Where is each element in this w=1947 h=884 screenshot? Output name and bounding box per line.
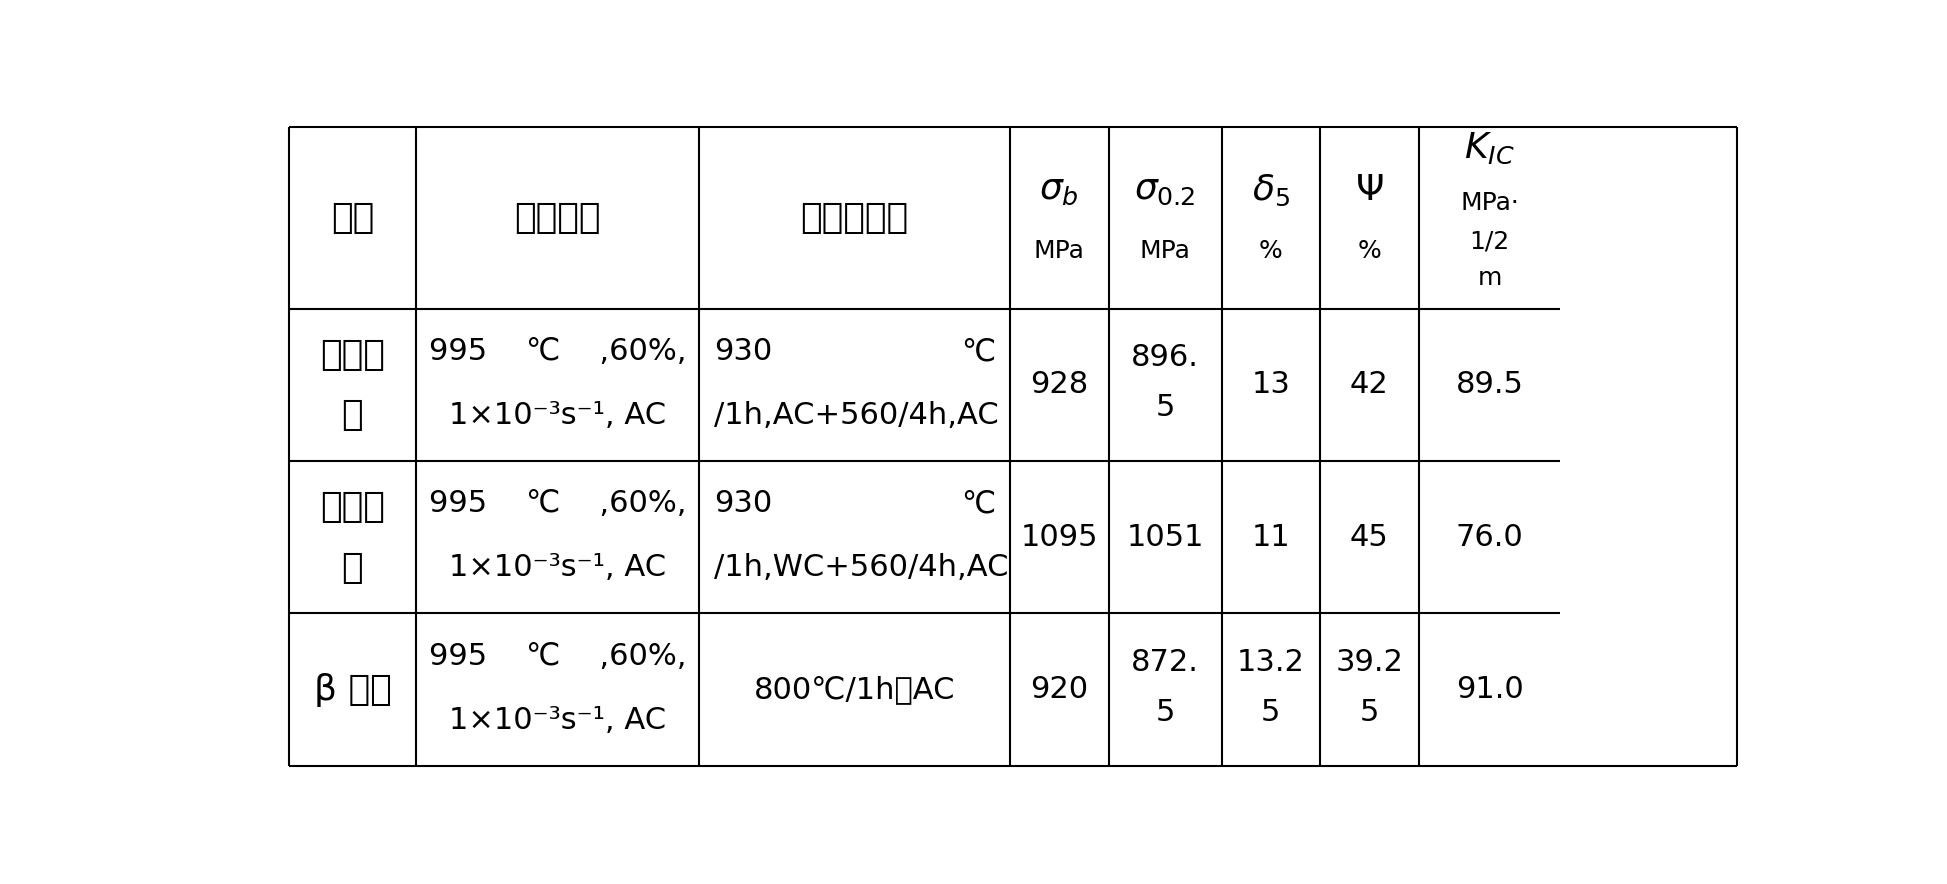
Text: 920: 920	[1030, 675, 1088, 704]
Text: 1095: 1095	[1020, 522, 1098, 552]
Text: 1/2: 1/2	[1470, 229, 1509, 254]
Text: 5: 5	[1262, 697, 1281, 727]
Text: β 相区: β 相区	[313, 673, 391, 706]
Text: m: m	[1478, 266, 1501, 290]
Text: 5: 5	[1155, 393, 1174, 423]
Text: ℃: ℃	[960, 337, 995, 366]
Text: $K_{IC}$: $K_{IC}$	[1464, 131, 1515, 166]
Text: 固溶时: 固溶时	[319, 490, 386, 524]
Text: 1×10⁻³s⁻¹, AC: 1×10⁻³s⁻¹, AC	[450, 705, 666, 735]
Text: 76.0: 76.0	[1456, 522, 1523, 552]
Text: 872.: 872.	[1131, 648, 1199, 676]
Text: 930: 930	[715, 337, 771, 366]
Text: 效: 效	[341, 551, 364, 584]
Text: /1h,AC+560/4h,AC: /1h,AC+560/4h,AC	[715, 401, 999, 430]
Text: 热处理制度: 热处理制度	[800, 201, 909, 234]
Text: $\sigma_b$: $\sigma_b$	[1040, 173, 1079, 208]
Text: /1h,WC+560/4h,AC: /1h,WC+560/4h,AC	[715, 553, 1009, 583]
Text: 45: 45	[1349, 522, 1388, 552]
Text: 995    ℃    ,60%,: 995 ℃ ,60%,	[428, 642, 685, 671]
Text: 89.5: 89.5	[1456, 370, 1523, 400]
Text: 1×10⁻³s⁻¹, AC: 1×10⁻³s⁻¹, AC	[450, 401, 666, 430]
Text: 13: 13	[1252, 370, 1291, 400]
Text: 42: 42	[1349, 370, 1388, 400]
Text: 11: 11	[1252, 522, 1291, 552]
Text: %: %	[1260, 239, 1283, 263]
Text: 火: 火	[341, 399, 364, 432]
Text: ℃: ℃	[960, 489, 995, 518]
Text: 91.0: 91.0	[1456, 675, 1523, 704]
Text: 双重退: 双重退	[319, 338, 386, 371]
Text: 39.2: 39.2	[1336, 648, 1404, 676]
Text: $\Psi$: $\Psi$	[1355, 173, 1384, 208]
Text: 928: 928	[1030, 370, 1088, 400]
Text: MPa: MPa	[1139, 239, 1190, 263]
Text: 5: 5	[1359, 697, 1378, 727]
Text: 工艺: 工艺	[331, 201, 374, 234]
Text: 1051: 1051	[1125, 522, 1203, 552]
Text: 13.2: 13.2	[1236, 648, 1304, 676]
Text: MPa: MPa	[1034, 239, 1084, 263]
Text: 变形参数: 变形参数	[514, 201, 600, 234]
Text: 896.: 896.	[1131, 343, 1199, 372]
Text: $\sigma_{0.2}$: $\sigma_{0.2}$	[1135, 173, 1195, 208]
Text: %: %	[1357, 239, 1380, 263]
Text: 1×10⁻³s⁻¹, AC: 1×10⁻³s⁻¹, AC	[450, 553, 666, 583]
Text: $\delta_5$: $\delta_5$	[1252, 172, 1289, 208]
Text: MPa·: MPa·	[1460, 191, 1519, 215]
Text: 930: 930	[715, 489, 771, 518]
Text: 5: 5	[1155, 697, 1174, 727]
Text: 995    ℃    ,60%,: 995 ℃ ,60%,	[428, 489, 685, 518]
Text: 995    ℃    ,60%,: 995 ℃ ,60%,	[428, 337, 685, 366]
Text: 800℃/1h、AC: 800℃/1h、AC	[753, 675, 956, 704]
